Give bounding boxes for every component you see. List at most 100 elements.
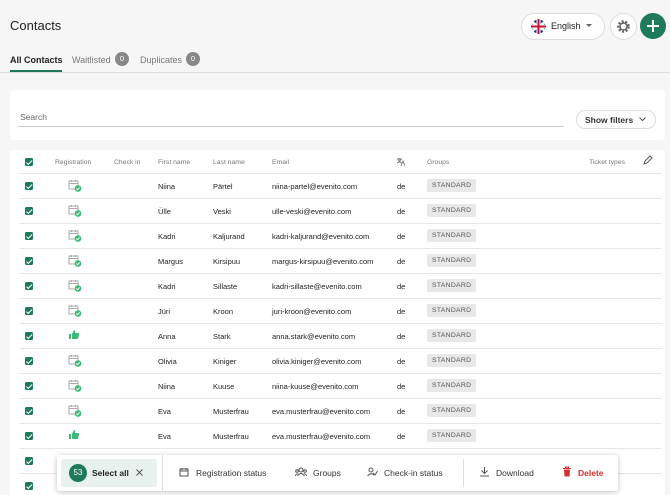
table-row[interactable]: Anna Stark anna.stark@evenito.com de STANDAR…	[20, 323, 662, 349]
registration-icon	[68, 404, 82, 419]
select-all-label: Select all	[92, 468, 129, 478]
column-header: Last name	[213, 159, 245, 166]
group-tag: STANDARD	[427, 279, 477, 292]
table-row[interactable]: Niina Kuuse niina-kuuse@evenito.com de STAND…	[20, 373, 662, 399]
plus-icon	[647, 20, 659, 32]
chevron	[586, 24, 592, 27]
language: de	[397, 332, 406, 341]
column-header: Email	[272, 159, 289, 166]
email: anna.stark@evenito.com	[272, 332, 356, 341]
email: niina-kuuse@evenito.com	[272, 382, 359, 391]
last-name: Veski	[213, 207, 231, 216]
first-name: Margus	[158, 257, 184, 266]
row-checkbox[interactable]	[25, 257, 33, 265]
table-row[interactable]: Niina Pärtel niina-partel@evenito.com de STA…	[20, 173, 662, 199]
row-checkbox[interactable]	[25, 207, 33, 215]
group-tag: STANDARD	[427, 429, 477, 442]
gear-icon	[617, 20, 630, 33]
table-row[interactable]: Eva Musterfrau eva.musterfrau@evenito.com d…	[20, 423, 662, 449]
row-checkbox[interactable]	[25, 407, 33, 415]
tab[interactable]: Duplicates	[140, 55, 183, 65]
last-name: Pärtel	[213, 182, 233, 191]
table-row	[20, 448, 662, 474]
edit-icon[interactable]	[643, 155, 653, 165]
row-checkbox[interactable]	[25, 332, 33, 340]
search-underline	[18, 126, 564, 127]
language: de	[397, 257, 406, 266]
action-button[interactable]: Groups	[313, 468, 341, 478]
checkin-icon	[367, 467, 378, 477]
email: kadri-kaljurand@evenito.com	[272, 232, 370, 241]
row-checkbox[interactable]	[25, 232, 33, 240]
last-name: Kiniger	[213, 357, 237, 366]
email: kadri-sillaste@evenito.com	[272, 282, 362, 291]
group-tag: STANDARD	[427, 204, 477, 217]
registration-icon	[68, 329, 80, 342]
language: de	[397, 407, 406, 416]
last-name: Kirsipuu	[213, 257, 241, 266]
divider	[162, 455, 163, 491]
action-button[interactable]: Registration status	[196, 468, 267, 478]
language-label: English	[551, 21, 581, 31]
language: de	[397, 382, 406, 391]
registration-icon	[68, 179, 82, 194]
registration-icon	[68, 304, 82, 319]
search-input[interactable]: Search	[20, 112, 47, 122]
registration-icon	[68, 379, 82, 394]
settings-button[interactable]	[610, 13, 637, 40]
language: de	[397, 182, 406, 191]
column-header: Groups	[427, 159, 450, 166]
row-checkbox[interactable]	[25, 282, 33, 290]
row-checkbox[interactable]	[25, 382, 33, 390]
registration-icon	[68, 279, 82, 294]
action-bar: 53 Select all	[57, 455, 618, 491]
email: eva.musterfrau@evenito.com	[272, 407, 371, 416]
language-select[interactable]: English	[521, 13, 605, 40]
language: de	[397, 282, 406, 291]
tab[interactable]: Waitlisted	[72, 55, 111, 65]
table-row[interactable]: Margus Kirsipuu margus-kirsipuu@evenito.co…	[20, 248, 662, 274]
row-checkbox[interactable]	[25, 357, 33, 365]
language: de	[397, 357, 406, 366]
row-checkbox[interactable]	[25, 432, 33, 440]
first-name: Kadri	[158, 282, 176, 291]
action-button[interactable]: Download	[496, 468, 534, 478]
email: olivia.kiniger@evenito.com	[272, 357, 362, 366]
table-row[interactable]: Jüri Kroon juri-kroon@evenito.com de STANDAR…	[20, 298, 662, 324]
selected-count: 53	[69, 464, 87, 482]
tab[interactable]: All Contacts	[10, 55, 63, 65]
page-title: Contacts	[10, 18, 62, 33]
download-icon	[480, 467, 489, 477]
first-name: Kadri	[158, 232, 176, 241]
row-checkbox[interactable]	[25, 182, 33, 190]
action-button[interactable]: Delete	[578, 468, 604, 478]
table-row[interactable]: Ülle Veski ulle-veski@evenito.com de STANDAR…	[20, 198, 662, 224]
row-checkbox[interactable]	[25, 307, 33, 315]
email: niina-partel@evenito.com	[272, 182, 358, 191]
table-row[interactable]: Kadri Sillaste kadri-sillaste@evenito.com d…	[20, 273, 662, 299]
group-tag: STANDARD	[427, 404, 477, 417]
table-row[interactable]: Eva Musterfrau eva.musterfrau@evenito.com d…	[20, 398, 662, 424]
first-name: Jüri	[158, 307, 171, 316]
calendar-icon	[179, 468, 189, 477]
action-button[interactable]: Check-in status	[384, 468, 443, 478]
last-name: Sillaste	[213, 282, 238, 291]
add-button[interactable]	[640, 13, 666, 39]
table-row[interactable]: Kadri Kaljurand kadri-kaljurand@evenito.co…	[20, 223, 662, 249]
close-icon[interactable]	[136, 469, 143, 476]
last-name: Kuuse	[213, 382, 235, 391]
filters-button[interactable]: Show filters	[576, 110, 656, 129]
language: de	[397, 232, 406, 241]
column-header: Ticket types	[589, 159, 626, 166]
translate-icon	[396, 158, 405, 166]
table-card	[10, 150, 665, 495]
header-checkbox[interactable]	[25, 158, 33, 166]
group-tag: STANDARD	[427, 254, 477, 267]
first-name: Niina	[158, 382, 176, 391]
last-name: Musterfrau	[213, 432, 249, 441]
group-tag: STANDARD	[427, 304, 477, 317]
registration-icon	[68, 204, 82, 219]
registration-icon	[68, 429, 80, 442]
table-row[interactable]: Olivia Kiniger olivia.kiniger@evenito.com d…	[20, 348, 662, 374]
